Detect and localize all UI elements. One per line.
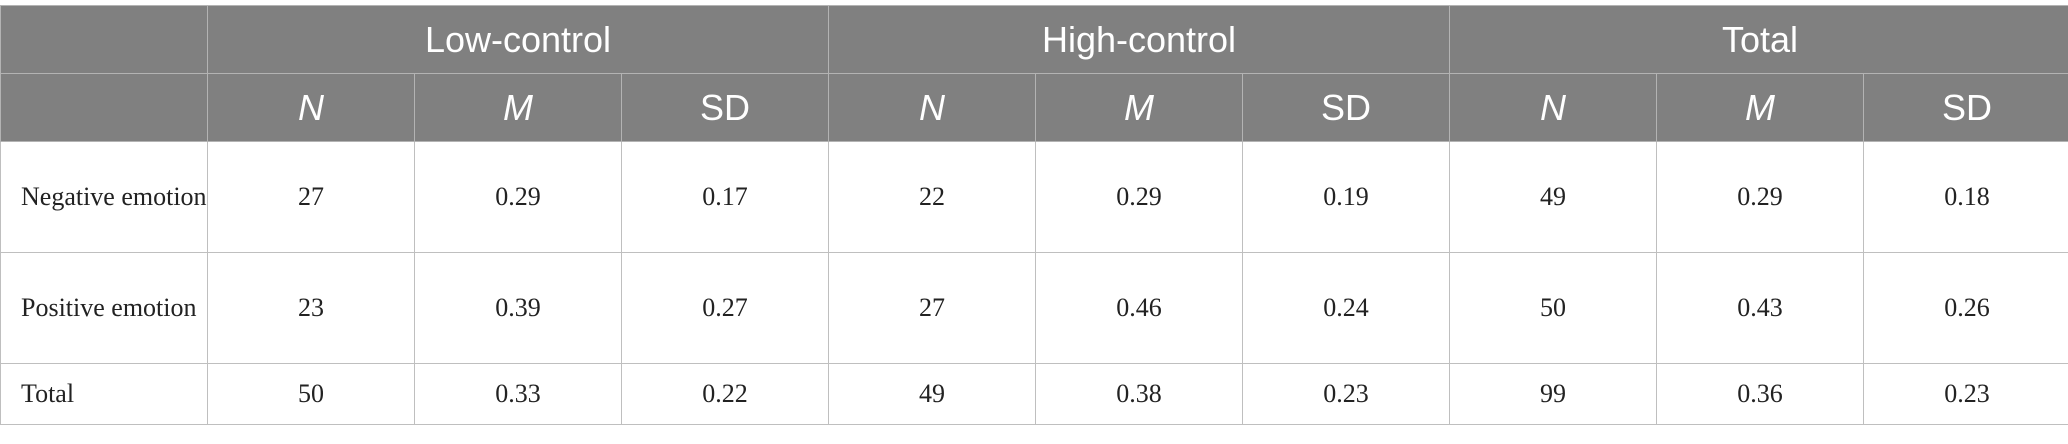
table-cell: 50 [207, 363, 415, 425]
table-cell: 49 [1449, 141, 1658, 253]
table-cell: 0.24 [1242, 252, 1451, 364]
table-cell: 0.39 [414, 252, 622, 364]
stat-header-n: N [1449, 73, 1658, 142]
table-cell: 0.27 [620, 252, 830, 364]
stat-header-n: N [828, 73, 1037, 142]
stat-header-row: N M SD N M SD N M SD [0, 73, 2068, 142]
group-header-high-control: High-control [828, 5, 1451, 74]
row-label: Total [0, 363, 208, 425]
group-header-row: Low-control High-control Total [0, 5, 2068, 74]
table-row: Negative emotion 27 0.29 0.17 22 0.29 0.… [0, 141, 2068, 253]
stat-header-m: M [414, 73, 622, 142]
table-cell: 0.18 [1863, 141, 2068, 253]
table-cell: 27 [828, 252, 1037, 364]
table-cell: 0.43 [1656, 252, 1865, 364]
table-cell: 0.22 [620, 363, 830, 425]
group-header-low-control: Low-control [206, 5, 830, 74]
table-cell: 0.26 [1863, 252, 2068, 364]
descriptive-statistics-table: Low-control High-control Total N M SD N … [0, 5, 2068, 425]
table-cell: 50 [1449, 252, 1658, 364]
table-cell: 0.46 [1035, 252, 1244, 364]
table-cell: 27 [207, 141, 415, 253]
table-cell: 0.29 [1035, 141, 1244, 253]
table-cell: 99 [1449, 363, 1658, 425]
stat-header-sd: SD [1242, 73, 1451, 142]
table-row: Total 50 0.33 0.22 49 0.38 0.23 99 0.36 … [0, 363, 2068, 425]
table-cell: 0.29 [1656, 141, 1865, 253]
table-cell: 0.33 [414, 363, 622, 425]
table-cell: 0.23 [1242, 363, 1451, 425]
row-label: Positive emotion [0, 252, 208, 364]
stat-header-m: M [1656, 73, 1865, 142]
table-row: Positive emotion 23 0.39 0.27 27 0.46 0.… [0, 252, 2068, 364]
table-cell: 0.36 [1656, 363, 1865, 425]
table-cell: 23 [207, 252, 415, 364]
table-cell: 0.23 [1863, 363, 2068, 425]
stat-header-sd: SD [620, 73, 830, 142]
table-cell: 0.38 [1035, 363, 1244, 425]
table-cell: 22 [828, 141, 1037, 253]
stat-header-n: N [207, 73, 415, 142]
table-cell: 0.29 [414, 141, 622, 253]
group-header-total: Total [1449, 5, 2068, 74]
table-cell: 49 [828, 363, 1037, 425]
header-corner-cell [0, 5, 208, 74]
table-cell: 0.19 [1242, 141, 1451, 253]
row-label: Negative emotion [0, 141, 208, 253]
stat-header-m: M [1035, 73, 1244, 142]
header-corner-cell [0, 73, 208, 142]
stat-header-sd: SD [1863, 73, 2068, 142]
table-cell: 0.17 [620, 141, 830, 253]
